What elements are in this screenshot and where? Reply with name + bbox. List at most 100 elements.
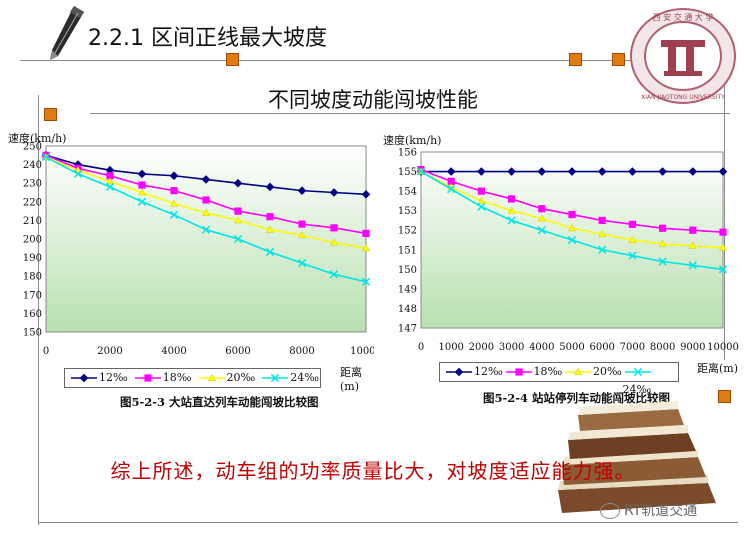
legend-label: 12‰ xyxy=(474,365,503,378)
accent-square xyxy=(612,53,625,66)
data-point xyxy=(718,243,728,251)
data-point xyxy=(537,226,546,235)
data-point xyxy=(329,238,339,246)
data-point xyxy=(169,199,179,207)
data-point xyxy=(718,265,728,274)
x-tick-label: 10000 xyxy=(707,342,739,353)
accent-square xyxy=(44,108,57,121)
y-tick-label: 147 xyxy=(398,324,417,335)
legend-label: 18‰ xyxy=(162,371,192,384)
y-tick-label: 180 xyxy=(23,272,42,283)
x-axis-label: 距离(m) xyxy=(340,366,362,393)
chart-legend: 12‰ 18‰ 20‰ 24‰ xyxy=(64,368,321,388)
legend-swatch xyxy=(198,373,225,381)
x-axis-label: 距离(m) xyxy=(697,362,739,375)
x-tick-label: 2000 xyxy=(97,346,122,357)
data-point xyxy=(105,177,115,185)
data-point xyxy=(202,196,210,204)
data-point xyxy=(170,187,178,195)
data-point xyxy=(41,153,51,162)
y-tick-label: 150 xyxy=(23,328,42,339)
data-point xyxy=(361,244,371,252)
data-point xyxy=(137,188,147,196)
data-point xyxy=(265,247,275,257)
legend-item: 18‰ xyxy=(133,369,192,387)
legend-marker xyxy=(633,367,642,377)
chart-caption: 图5-2-3 大站直达列车动能闯坡比较图 xyxy=(120,395,319,409)
right-rule xyxy=(724,60,725,360)
watermark-text: RT轨道交通 xyxy=(624,503,698,519)
data-point xyxy=(233,216,243,224)
mid-rule xyxy=(90,113,730,114)
legend-swatch xyxy=(565,367,591,375)
data-point xyxy=(265,182,275,192)
data-point xyxy=(447,185,456,194)
legend-swatch xyxy=(71,373,97,383)
legend-item: 20‰ xyxy=(197,369,255,387)
x-tick-label: 0 xyxy=(43,346,49,357)
data-point xyxy=(416,167,426,176)
data-point xyxy=(507,216,516,225)
data-point xyxy=(597,167,607,176)
y-tick-label: 230 xyxy=(23,179,42,190)
y-tick-label: 150 xyxy=(398,265,417,276)
legend-item: 18‰ xyxy=(504,363,563,381)
watermark: RT轨道交通 xyxy=(600,500,697,520)
y-tick-label: 160 xyxy=(23,309,42,320)
data-point xyxy=(169,171,179,181)
data-point xyxy=(234,207,242,215)
y-tick-label: 154 xyxy=(398,187,417,198)
data-point xyxy=(568,210,576,219)
legend-marker xyxy=(207,373,216,381)
pen-icon xyxy=(50,6,84,60)
data-point xyxy=(361,190,371,199)
data-point xyxy=(628,251,637,260)
x-tick-label: 6000 xyxy=(589,342,614,353)
x-tick-label: 4000 xyxy=(529,342,554,353)
x-tick-label: 8000 xyxy=(289,346,314,357)
x-tick-label: 3000 xyxy=(499,342,524,353)
summary-text: 综上所述，动车组的功率质量比大，对坡度适应能力强。 xyxy=(110,459,636,483)
legend-label: 20‰ xyxy=(593,365,622,378)
x-tick-label: 0 xyxy=(418,342,424,353)
slide-subtitle: 不同坡度动能闯坡性能 xyxy=(268,88,478,112)
data-point xyxy=(628,167,637,176)
data-point xyxy=(201,225,211,234)
legend-item: 20‰ xyxy=(563,363,622,381)
accent-square xyxy=(226,53,239,66)
slide-title: 2.2.1 区间正线最大坡度 xyxy=(88,26,327,51)
y-axis-label: 速度(km/h) xyxy=(8,132,67,145)
bottom-rule xyxy=(38,522,738,523)
x-tick-label: 1000 xyxy=(438,342,463,353)
y-tick-label: 170 xyxy=(23,290,42,301)
data-point xyxy=(330,224,338,232)
chart-svg: 147 148 149 150 151 152 153 154 155 156 0 1000 2000 3… xyxy=(398,148,739,354)
data-point xyxy=(329,188,339,197)
university-seal-logo: 西 安 交 通 大 学 XIAN JIAOTONG UNIVERSITY xyxy=(630,8,736,104)
chart-legend: 12‰ 18‰ 20‰ 24‰ xyxy=(439,362,679,396)
legend-label: 12‰ xyxy=(99,371,128,384)
data-point xyxy=(538,205,546,213)
legend-label: 18‰ xyxy=(533,365,563,378)
data-point xyxy=(537,214,546,222)
data-point xyxy=(266,213,274,221)
data-point xyxy=(446,167,456,176)
data-point xyxy=(137,169,147,179)
legend-swatch xyxy=(624,367,651,377)
y-tick-label: 220 xyxy=(23,197,42,208)
x-tick-label: 8000 xyxy=(650,342,675,353)
data-point xyxy=(598,245,607,254)
y-tick-label: 149 xyxy=(398,284,417,295)
legend-swatch xyxy=(446,367,472,377)
data-point xyxy=(567,235,577,245)
legend-label: 24‰ xyxy=(290,371,320,384)
y-tick-label: 210 xyxy=(23,216,42,227)
data-point xyxy=(507,167,516,176)
chat-bubble-icon xyxy=(600,503,620,519)
top-rule xyxy=(20,60,720,61)
svg-text:西 安 交 通 大 学: 西 安 交 通 大 学 xyxy=(653,12,714,22)
accent-square xyxy=(718,390,731,403)
legend-marker xyxy=(514,368,523,376)
data-point xyxy=(201,208,211,216)
data-point xyxy=(298,220,306,228)
